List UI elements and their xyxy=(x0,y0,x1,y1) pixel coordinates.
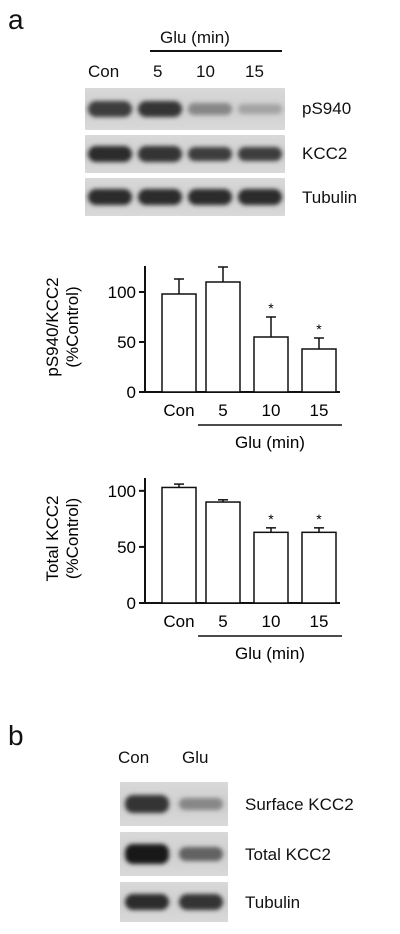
bar xyxy=(161,486,197,604)
y-axis-label: (%Control) xyxy=(63,286,82,367)
blot-band xyxy=(179,846,223,862)
blot-band xyxy=(188,102,232,116)
x-tick-label: Con xyxy=(163,401,194,420)
x-tick-label: 5 xyxy=(218,612,227,631)
bar-chart-total-kcc2: 0 50 100 Total KCC2 (%Control) Con 5 * 10 * 15 Glu … xyxy=(43,478,342,663)
lane-label-con: Con xyxy=(88,62,120,81)
blot-band xyxy=(188,189,232,205)
blot-label-ps940: pS940 xyxy=(302,99,352,118)
bar xyxy=(161,293,197,393)
lane-label-10: 10 xyxy=(196,62,215,81)
x-tick-label: 15 xyxy=(310,401,329,420)
x-tick-label: 15 xyxy=(310,612,329,631)
lane-label-glu-b: Glu xyxy=(182,748,209,767)
panel-a-western-blot: Glu (min) Con 5 10 15 pS940 KCC2 Tubulin xyxy=(0,0,400,230)
blot-row-tubulin-b xyxy=(120,882,228,922)
y-tick-label: 100 xyxy=(108,482,136,501)
blot-label-surface-kcc2: Surface KCC2 xyxy=(245,795,354,814)
blot-band xyxy=(179,894,223,910)
blot-row-ps940 xyxy=(85,88,285,130)
group-label: Glu (min) xyxy=(235,644,305,663)
y-tick-label: 0 xyxy=(127,383,136,402)
panel-b-label: b xyxy=(8,720,24,751)
blot-label-kcc2: KCC2 xyxy=(302,144,348,163)
bar xyxy=(301,348,337,393)
blot-band xyxy=(238,146,282,162)
panel-b-western-blot: Con Glu Surface KCC2 Total KCC2 Tubulin xyxy=(0,740,400,934)
bar xyxy=(253,336,289,393)
lane-label-5: 5 xyxy=(153,62,163,81)
x-tick-label: 10 xyxy=(262,401,281,420)
y-tick-label: 0 xyxy=(127,594,136,613)
panel-a-label: a xyxy=(8,4,24,35)
blot-row-tubulin xyxy=(85,178,285,216)
y-axis-label: (%Control) xyxy=(63,498,82,579)
blot-row-surface-kcc2 xyxy=(120,782,228,826)
blot-band xyxy=(238,103,282,115)
y-tick-label: 50 xyxy=(117,538,136,557)
blot-band xyxy=(138,146,182,162)
x-tick-label: Con xyxy=(163,612,194,631)
bar xyxy=(205,281,241,393)
x-tick-label: 5 xyxy=(218,401,227,420)
bar xyxy=(301,531,337,604)
y-tick-label: 100 xyxy=(108,283,136,302)
blot-row-total-kcc2 xyxy=(120,832,228,876)
blot-band xyxy=(179,797,223,811)
blot-band xyxy=(88,146,132,162)
significance-marker: * xyxy=(316,321,322,337)
lane-label-15: 15 xyxy=(245,62,264,81)
blot-band xyxy=(88,189,132,205)
significance-marker: * xyxy=(316,511,322,527)
blot-row-kcc2 xyxy=(85,135,285,173)
blot-band xyxy=(138,100,182,118)
blot-band xyxy=(125,795,169,813)
y-axis-label: pS940/KCC2 xyxy=(43,277,62,376)
group-label: Glu (min) xyxy=(235,433,305,452)
treatment-bracket-line xyxy=(150,50,282,52)
bar-chart-ps940-kcc2: 0 50 100 pS940/KCC2 (%Control) Con 5 * 10 * 15 Glu … xyxy=(43,266,342,452)
blot-band xyxy=(138,189,182,205)
blot-band xyxy=(125,844,169,864)
blot-band xyxy=(188,146,232,162)
y-tick-label: 50 xyxy=(117,333,136,352)
blot-band xyxy=(238,189,282,205)
y-axis-label: Total KCC2 xyxy=(43,496,62,582)
blot-label-total-kcc2: Total KCC2 xyxy=(245,845,331,864)
lane-label-con-b: Con xyxy=(118,748,150,767)
glu-treatment-label: Glu (min) xyxy=(160,28,230,47)
significance-marker: * xyxy=(268,300,274,316)
x-tick-label: 10 xyxy=(262,612,281,631)
blot-label-tubulin: Tubulin xyxy=(302,188,358,207)
blot-band xyxy=(88,100,132,118)
blot-band xyxy=(125,893,169,911)
bar xyxy=(205,501,241,604)
significance-marker: * xyxy=(268,511,274,527)
blot-label-tubulin-b: Tubulin xyxy=(245,893,301,912)
bar xyxy=(253,531,289,604)
